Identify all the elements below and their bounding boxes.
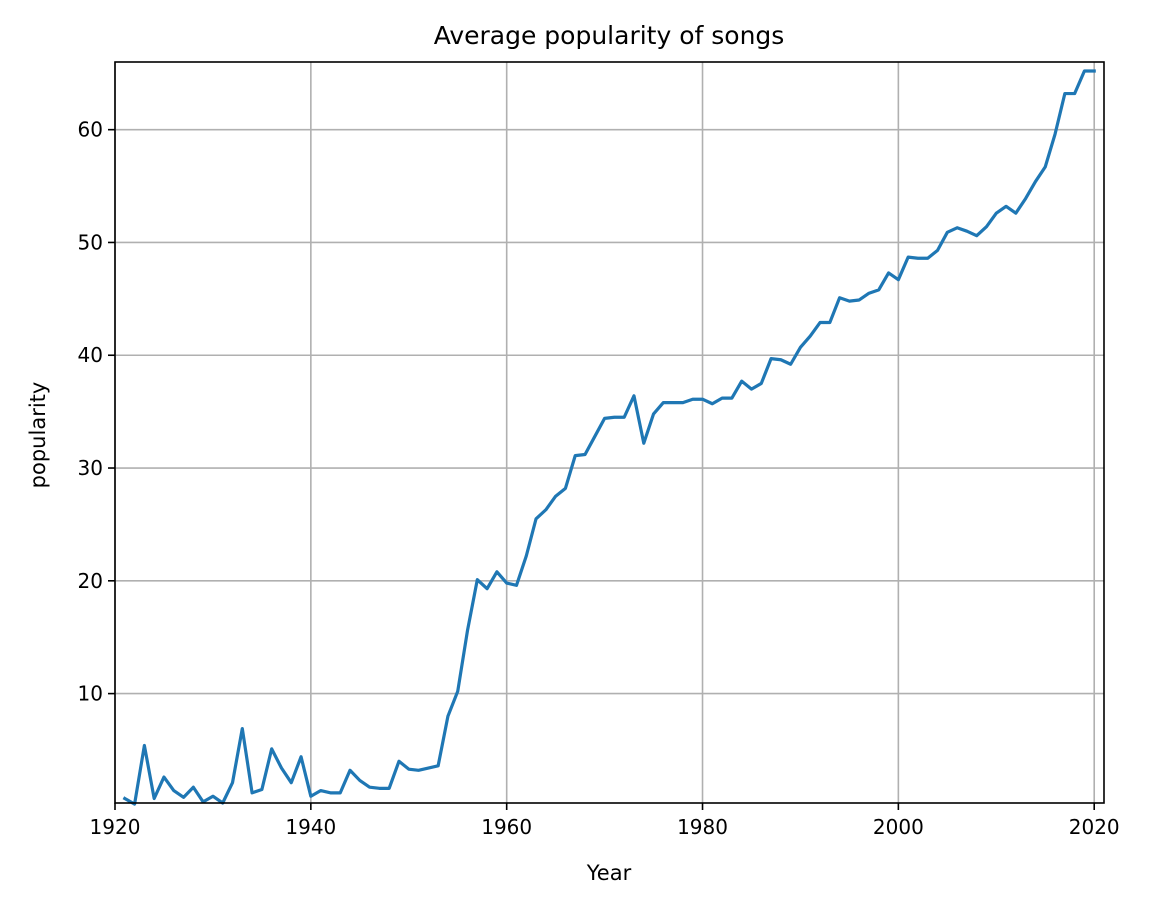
- x-tick-label: 2020: [1069, 815, 1120, 839]
- x-axis-ticks: 1920 1940 1960 1980 2000 2020: [90, 803, 1120, 839]
- x-tick-label: 2000: [873, 815, 924, 839]
- x-tick-label: 1980: [677, 815, 728, 839]
- x-axis-label: Year: [586, 861, 632, 885]
- y-tick-label: 60: [78, 118, 103, 142]
- y-tick-label: 50: [78, 230, 103, 254]
- x-tick-label: 1920: [90, 815, 141, 839]
- grid-lines: [114, 62, 1104, 803]
- y-axis-label: popularity: [26, 382, 50, 489]
- x-tick-label: 1960: [481, 815, 532, 839]
- plot-area-frame: [114, 61, 1105, 804]
- y-tick-label: 40: [78, 343, 103, 367]
- y-axis-ticks: 10 20 30 40 50 60: [78, 118, 115, 706]
- chart-title: Average popularity of songs: [434, 21, 785, 50]
- y-tick-label: 10: [78, 682, 103, 706]
- series-line: [122, 69, 1096, 806]
- y-tick-label: 20: [78, 569, 103, 593]
- x-tick-label: 1940: [285, 815, 336, 839]
- series-lines: [122, 69, 1096, 806]
- y-tick-label: 30: [78, 456, 103, 480]
